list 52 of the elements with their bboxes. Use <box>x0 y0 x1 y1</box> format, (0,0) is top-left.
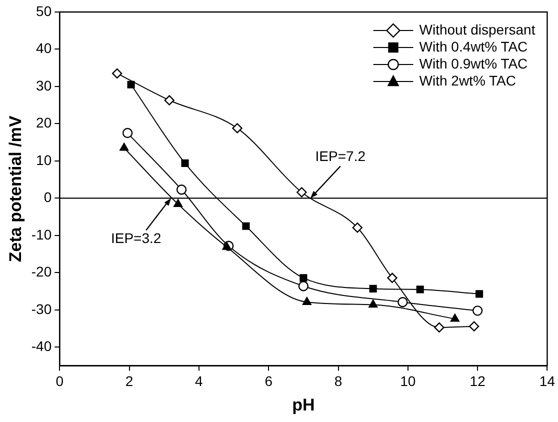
point <box>174 199 183 208</box>
x-tick-label: 6 <box>264 373 273 390</box>
point <box>398 297 408 308</box>
point <box>164 95 174 106</box>
y-tick-label: -40 <box>31 338 52 354</box>
point <box>222 242 232 250</box>
x-tick-label: 0 <box>56 373 64 390</box>
y-tick-label: -30 <box>31 300 52 317</box>
x-tick-label: 4 <box>195 373 204 390</box>
point <box>368 300 378 308</box>
annotation: IEP=7.2 <box>315 148 366 164</box>
point <box>176 184 187 195</box>
x-tick-label: 8 <box>334 373 342 390</box>
y-tick-label: 0 <box>44 189 52 206</box>
point <box>122 128 133 138</box>
annotation: IEP=3.2 <box>110 230 162 246</box>
point <box>468 321 480 332</box>
y-tick-label: 50 <box>36 2 52 19</box>
point <box>450 314 460 322</box>
point <box>296 187 307 198</box>
x-axis-title: pH <box>292 395 315 414</box>
point <box>181 159 189 167</box>
point <box>369 284 377 292</box>
legend-label: With 2wt% TAC <box>419 72 516 88</box>
point <box>112 68 122 79</box>
point <box>242 222 250 230</box>
point <box>300 274 308 282</box>
y-tick-label: -20 <box>31 264 52 280</box>
y-tick-label: 10 <box>36 152 52 168</box>
x-tick-label: 14 <box>539 373 556 390</box>
legend-label: With 0.9wt% TAC <box>419 55 528 72</box>
y-axis-title: Zeta potential /mV <box>6 115 25 262</box>
point <box>352 222 363 233</box>
x-tick-label: 12 <box>470 373 486 390</box>
point <box>232 123 242 134</box>
point <box>434 322 444 333</box>
point <box>127 80 135 88</box>
y-tick-label: -10 <box>31 226 52 242</box>
legend-label: With 0.4wt% TAC <box>419 38 528 54</box>
y-tick-label: 30 <box>36 77 52 94</box>
point <box>302 297 312 305</box>
point <box>387 272 398 284</box>
point <box>416 286 424 294</box>
x-tick-label: 2 <box>125 373 134 390</box>
point <box>472 306 483 316</box>
point <box>476 290 484 298</box>
x-tick-label: 10 <box>400 373 416 390</box>
point <box>120 142 129 151</box>
legend-label: Without dispersant <box>419 21 536 38</box>
point <box>298 281 309 292</box>
y-tick-label: 40 <box>36 40 52 56</box>
y-tick-label: 20 <box>36 114 52 131</box>
